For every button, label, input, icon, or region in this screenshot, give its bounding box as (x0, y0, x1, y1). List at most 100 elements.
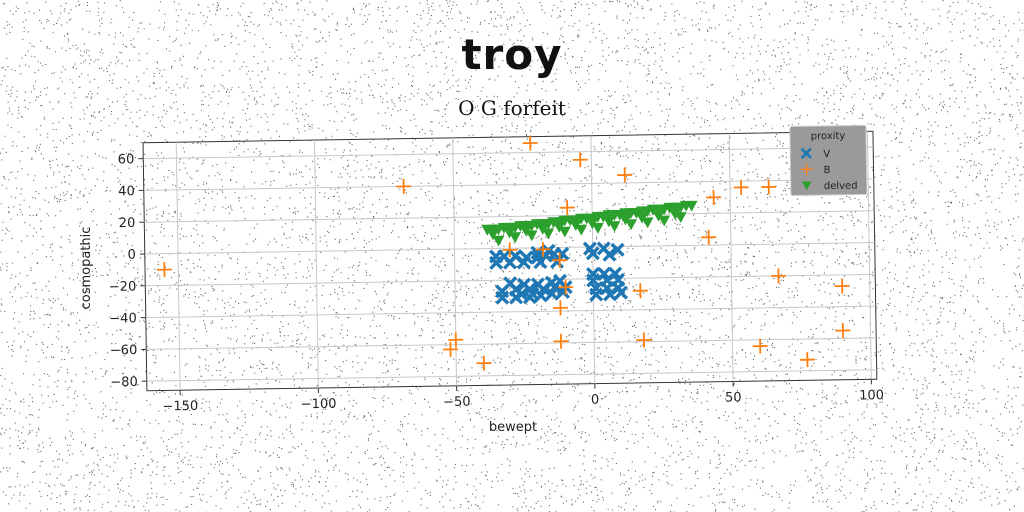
b-point (632, 283, 648, 299)
b-point (834, 278, 850, 294)
b-point (701, 229, 717, 245)
v-point (502, 255, 518, 270)
y-axis-ticks: −80 −60 −40 −20 0 20 40 60 (109, 152, 147, 390)
legend-label: V (823, 149, 830, 160)
legend-box (789, 124, 868, 197)
plot-area: −150 −100 −50 0 50 100 −80 −60 −40 −20 0 20 40 60 pr… (109, 124, 884, 414)
b-point (706, 189, 722, 205)
v-point (516, 255, 531, 270)
legend-title: proxity (811, 131, 846, 143)
y-tick-label: 0 (127, 248, 136, 263)
b-point (617, 167, 633, 183)
b-point (156, 262, 172, 278)
v-point (533, 255, 548, 270)
v-point (613, 285, 629, 300)
y-tick-label: −40 (109, 311, 137, 326)
b-point (502, 242, 518, 258)
grid-line-y (146, 369, 877, 382)
v-point (495, 290, 510, 305)
delved-point (525, 230, 538, 242)
x-tick-label: −150 (162, 399, 198, 415)
grid-line-y (145, 273, 876, 287)
v-point (589, 287, 604, 302)
delved-point (492, 235, 505, 247)
grid-line-x (728, 133, 734, 382)
b-point (535, 241, 551, 257)
v-point (552, 273, 568, 288)
v-point (544, 286, 560, 301)
delved-point (685, 200, 698, 212)
y-tick-label: 60 (118, 152, 135, 167)
v-point (514, 287, 529, 302)
b-point (636, 332, 652, 348)
b-point (522, 135, 538, 151)
delved-point (608, 221, 621, 232)
b-point (733, 179, 749, 195)
series-b (156, 135, 851, 371)
delved-point (486, 229, 499, 241)
legend-label: B (823, 165, 830, 176)
v-point (602, 287, 618, 302)
x-tick-label: 50 (725, 390, 742, 405)
b-point (761, 179, 777, 195)
b-point (448, 332, 464, 348)
y-tick-label: −60 (110, 343, 138, 358)
b-point (558, 279, 574, 295)
v-point (503, 276, 518, 291)
delved-point (669, 208, 682, 220)
b-point (553, 333, 569, 349)
b-point (476, 355, 492, 371)
b-point (752, 338, 768, 354)
b-point (552, 252, 568, 268)
delved-point (658, 215, 671, 227)
v-point (525, 286, 540, 302)
y-tick-label: −20 (109, 279, 137, 294)
b-point (835, 322, 851, 339)
v-point (555, 246, 570, 261)
x-axis-ticks: −150 −100 −50 0 50 100 (162, 379, 884, 414)
delved-point (509, 232, 522, 244)
series-delved (481, 200, 698, 247)
b-point (800, 163, 813, 176)
v-point (530, 277, 546, 292)
b-point (572, 152, 588, 168)
b-point (799, 352, 815, 368)
delved-point (674, 212, 687, 223)
delved-point (575, 224, 588, 236)
grid-line-y (143, 146, 874, 160)
grid-line-y (143, 178, 874, 191)
x-tick-label: 0 (591, 393, 600, 408)
v-point (585, 246, 600, 261)
series-layer (156, 135, 851, 371)
delved-point (641, 217, 654, 229)
grid-line-y (144, 210, 875, 223)
grid-line-x (175, 142, 181, 391)
grid-line-x (590, 135, 596, 384)
delved-point (542, 228, 555, 240)
delved-point (558, 226, 571, 238)
b-point (770, 268, 786, 284)
y-tick-label: 20 (119, 216, 136, 231)
delved-point (624, 219, 637, 231)
v-point (489, 255, 504, 270)
grid-line-x (313, 140, 319, 389)
v-point (602, 247, 617, 262)
y-tick-label: 40 (118, 184, 135, 199)
b-point (559, 200, 575, 216)
v-point (800, 147, 812, 159)
legend-label: delved (824, 181, 858, 193)
grid-line-x (866, 131, 872, 380)
y-axis-label: cosmopathic (79, 227, 94, 310)
delved-point (801, 181, 812, 191)
grid-line-y (145, 305, 876, 319)
v-point (541, 243, 556, 258)
grid-line-y (146, 337, 877, 350)
x-tick-label: −100 (301, 397, 337, 413)
plot-frame (142, 130, 878, 392)
delved-point (591, 222, 604, 234)
x-axis-label: bewept (489, 420, 537, 435)
